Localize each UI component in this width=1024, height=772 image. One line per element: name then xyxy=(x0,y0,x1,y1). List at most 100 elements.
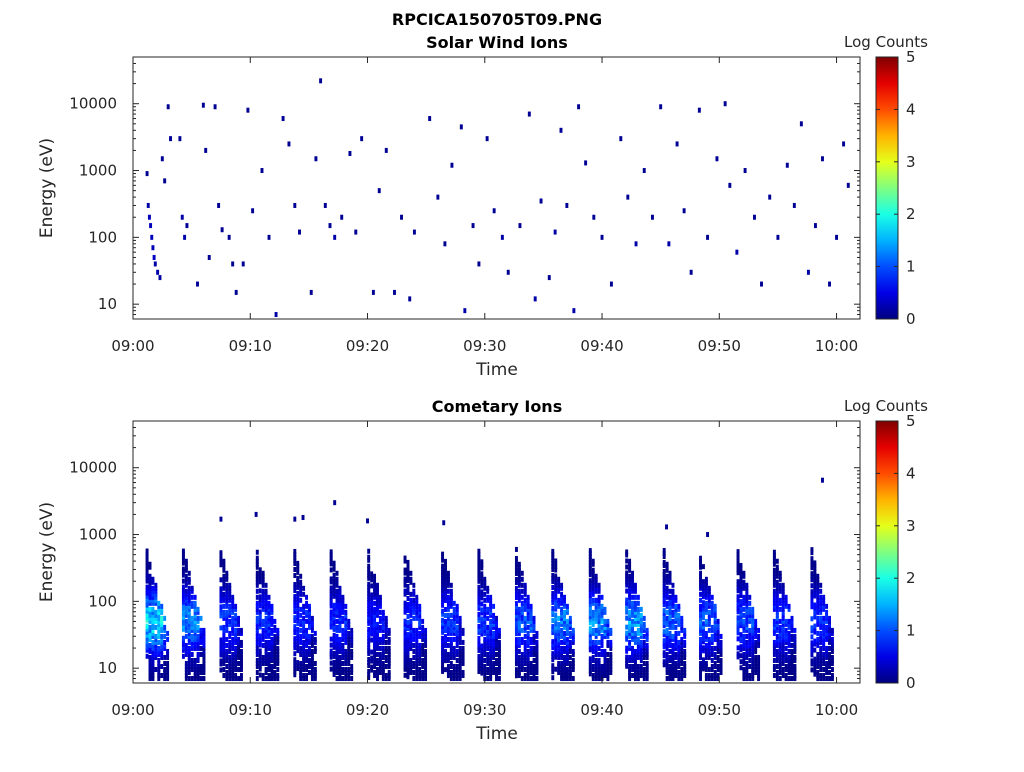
sweep-cell xyxy=(701,663,705,669)
sweep-cell xyxy=(444,582,447,588)
sweep-cell xyxy=(225,570,229,576)
sweep-cell xyxy=(310,654,314,660)
sweep-cell xyxy=(373,585,377,591)
sweep-cell xyxy=(258,600,262,606)
sweep-cell xyxy=(699,636,702,642)
sweep-cell xyxy=(793,645,797,651)
sweep-cell xyxy=(406,644,410,650)
sweep-cell xyxy=(264,609,268,615)
sweep-cell xyxy=(310,627,314,633)
sweep-cell xyxy=(517,573,521,579)
sweep-cell xyxy=(591,667,595,673)
sweep-cell xyxy=(458,676,462,682)
sweep-cell xyxy=(477,578,481,584)
sweep-cell xyxy=(514,570,518,576)
sweep-cell xyxy=(742,618,746,624)
sweep-cell xyxy=(704,651,708,657)
sweep-cell xyxy=(828,663,831,669)
sweep-cell xyxy=(742,660,746,666)
sweep-cell xyxy=(181,635,185,641)
sweep-cell xyxy=(662,608,666,614)
sweep-cell xyxy=(299,582,303,588)
sweep-cell xyxy=(551,563,555,569)
sweep-cell xyxy=(529,651,533,657)
sweep-cell xyxy=(338,585,342,591)
sweep-cell xyxy=(381,633,385,639)
sweep-cell xyxy=(193,636,197,642)
sweep-cell xyxy=(739,608,743,614)
sweep-cell xyxy=(415,606,419,612)
sweep-cell xyxy=(305,618,309,624)
sweep-cell xyxy=(293,660,297,666)
sweep-cell xyxy=(633,651,637,657)
sweep-cell xyxy=(347,636,351,642)
sweep-cell xyxy=(452,600,456,606)
sweep-cell xyxy=(787,670,791,676)
sweep-cell xyxy=(387,673,391,679)
sweep-cell xyxy=(231,651,235,657)
sweep-cell xyxy=(418,645,422,651)
sweep-cell xyxy=(588,665,592,671)
sweep-cell xyxy=(483,612,487,618)
sweep-cell xyxy=(810,667,814,673)
sweep-cell xyxy=(495,670,498,676)
sweep-cell xyxy=(219,637,223,643)
sweep-cell xyxy=(781,588,785,594)
sweep-cell xyxy=(606,676,610,682)
sweep-cell xyxy=(381,645,385,651)
sweep-cell xyxy=(775,627,779,633)
sweep-cell xyxy=(665,676,669,682)
sweep-cell xyxy=(199,670,203,676)
sweep-cell xyxy=(568,615,572,621)
sweep-cell xyxy=(736,582,740,588)
sweep-cell xyxy=(403,624,407,630)
sweep-cell xyxy=(255,660,259,666)
colorbar-tick-label: 3 xyxy=(906,153,916,171)
sweep-cell xyxy=(600,627,604,633)
sweep-cell xyxy=(270,654,274,660)
sweep-cell xyxy=(299,676,303,682)
sweep-cell xyxy=(296,581,300,587)
sweep-cell xyxy=(370,616,374,622)
data-cell xyxy=(506,269,510,275)
sweep-cell xyxy=(560,667,564,673)
sweep-cell xyxy=(441,638,445,644)
sweep-cell xyxy=(489,612,493,618)
sweep-cell xyxy=(704,609,708,615)
sweep-cell xyxy=(557,633,561,639)
sweep-cell xyxy=(367,566,371,572)
sweep-cell xyxy=(816,573,820,579)
sweep-cell xyxy=(480,574,484,580)
sweep-cell xyxy=(335,609,339,615)
sweep-cell xyxy=(551,624,555,630)
sweep-cell xyxy=(707,636,711,642)
sweep-cell xyxy=(160,648,164,654)
sweep-cell xyxy=(662,584,666,590)
sweep-cell xyxy=(239,627,243,633)
sweep-cell xyxy=(477,626,481,632)
sweep-cell xyxy=(557,636,561,642)
sweep-cell xyxy=(520,654,524,660)
sweep-cell xyxy=(373,636,377,642)
sweep-cell xyxy=(625,597,629,603)
sweep-cell xyxy=(190,588,194,594)
sweep-cell xyxy=(276,667,280,673)
sweep-cell xyxy=(631,606,634,612)
sweep-cell xyxy=(822,606,826,612)
sweep-cell xyxy=(412,597,416,603)
sweep-cell xyxy=(514,576,518,582)
sweep-cell xyxy=(446,627,450,633)
sweep-cell xyxy=(517,642,521,648)
sweep-cell xyxy=(455,651,459,657)
sweep-cell xyxy=(403,672,407,678)
sweep-cell xyxy=(231,609,235,615)
sweep-cell xyxy=(489,630,493,636)
sweep-cell xyxy=(483,579,487,585)
sweep-cell xyxy=(455,673,459,679)
sweep-cell xyxy=(444,570,447,576)
sweep-cell xyxy=(677,618,681,624)
sweep-cell xyxy=(441,596,445,602)
sweep-cell xyxy=(458,633,462,639)
sweep-cell xyxy=(594,618,598,624)
sweep-cell xyxy=(228,630,232,636)
